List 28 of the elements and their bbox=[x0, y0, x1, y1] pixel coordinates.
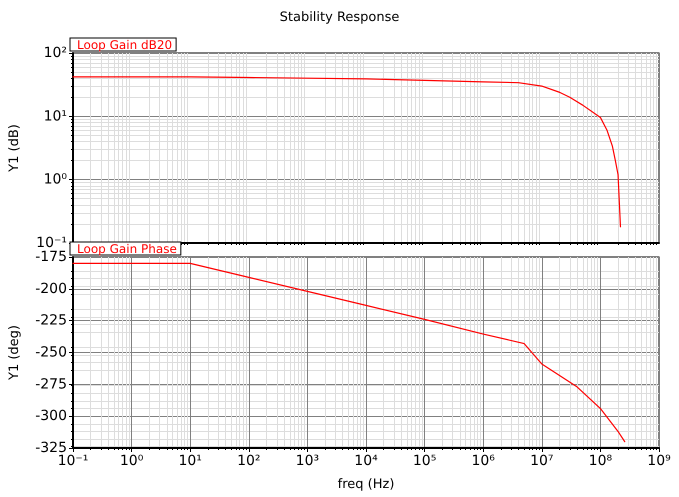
chart-title: Stability Response bbox=[280, 10, 400, 25]
y-tick-label: -250 bbox=[35, 344, 67, 360]
x-axis-title: freq (Hz) bbox=[338, 477, 394, 492]
y-tick-label: 10⁻¹ bbox=[36, 235, 67, 251]
y-tick-label: 10¹ bbox=[44, 108, 67, 124]
y-tick-label: -200 bbox=[35, 280, 67, 297]
text: Loop Gain dB20 bbox=[77, 38, 172, 52]
y-axis-title: Y1 (dB) bbox=[7, 124, 22, 173]
x-tick-label: 10⁴ bbox=[354, 453, 378, 469]
x-tick-label: 10³ bbox=[296, 453, 320, 469]
y-tick-label: -275 bbox=[35, 376, 67, 392]
x-tick-label: 10⁰ bbox=[120, 453, 144, 469]
y-tick-label: -225 bbox=[35, 312, 67, 329]
series-label: Loop Gain Phase bbox=[77, 242, 177, 256]
x-tick-label: 10⁸ bbox=[588, 453, 612, 469]
x-tick-label: 10⁻¹ bbox=[58, 453, 88, 469]
x-tick-label: 10² bbox=[237, 453, 261, 469]
x-tick-label: 10⁶ bbox=[471, 453, 496, 469]
y-tick-label: -325 bbox=[35, 440, 67, 456]
y-tick-label: -175 bbox=[35, 249, 67, 265]
y-tick-label: 10⁰ bbox=[44, 172, 68, 188]
x-tick-label: 10⁵ bbox=[412, 453, 436, 469]
y-tick-label: 10² bbox=[44, 45, 67, 61]
x-tick-label: 10⁷ bbox=[530, 453, 554, 469]
x-tick-label: 10⁹ bbox=[647, 453, 672, 469]
y-axis-title: Y1 (deg) bbox=[7, 325, 22, 381]
x-tick-label: 10¹ bbox=[178, 453, 202, 469]
y-tick-label: -300 bbox=[35, 408, 67, 424]
